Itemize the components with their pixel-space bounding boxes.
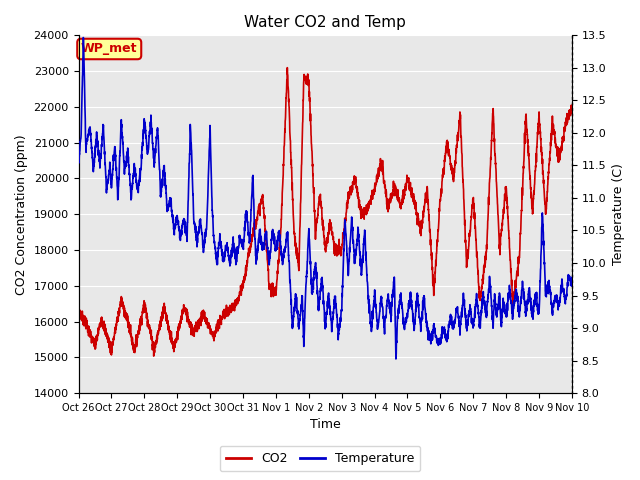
X-axis label: Time: Time bbox=[310, 419, 340, 432]
Text: WP_met: WP_met bbox=[81, 43, 138, 56]
Legend: CO2, Temperature: CO2, Temperature bbox=[220, 446, 420, 471]
Y-axis label: Temperature (C): Temperature (C) bbox=[612, 163, 625, 265]
Y-axis label: CO2 Concentration (ppm): CO2 Concentration (ppm) bbox=[15, 134, 28, 295]
Title: Water CO2 and Temp: Water CO2 and Temp bbox=[244, 15, 406, 30]
